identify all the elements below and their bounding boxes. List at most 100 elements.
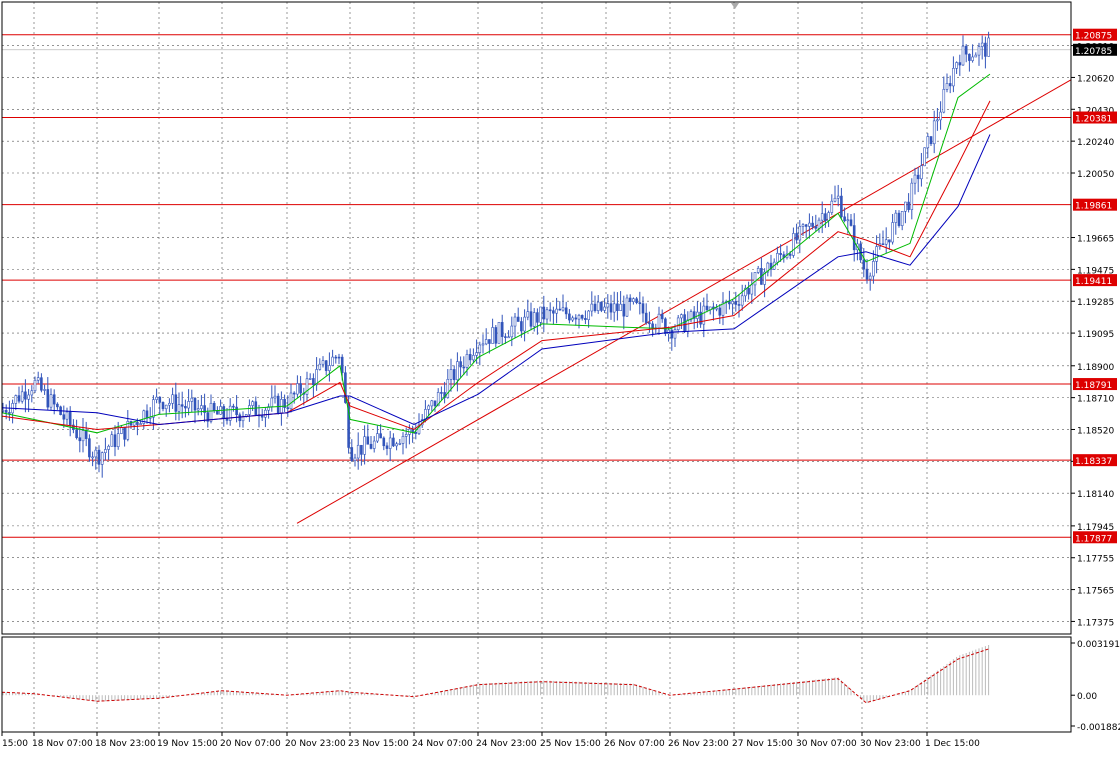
candle-body bbox=[78, 437, 82, 442]
candle-body bbox=[939, 111, 942, 121]
candle-body bbox=[113, 434, 117, 448]
candle-body bbox=[587, 310, 590, 320]
candle-body bbox=[494, 327, 498, 344]
candle-body bbox=[299, 383, 302, 394]
time-tick-label: 30 Nov 07:00 bbox=[796, 739, 857, 749]
candle-body bbox=[964, 45, 968, 55]
candle-body bbox=[27, 394, 30, 400]
candle-body bbox=[955, 62, 958, 69]
candle-body bbox=[942, 89, 946, 113]
candle-body bbox=[433, 400, 437, 407]
candle-body bbox=[590, 303, 594, 312]
candle-body bbox=[276, 395, 280, 414]
candle-body bbox=[507, 336, 510, 339]
candle-body bbox=[971, 56, 974, 61]
time-tick-label: 20 Nov 07:00 bbox=[220, 739, 281, 749]
candle-body bbox=[804, 224, 808, 227]
candle-body bbox=[628, 297, 632, 302]
candle-body bbox=[606, 303, 610, 308]
candle-body bbox=[331, 356, 334, 366]
oscillator-panel: 0.003191 0.00 -0.001882 bbox=[1, 640, 1120, 733]
candle-body bbox=[488, 339, 491, 344]
price-tick-label: 1.20050 bbox=[1077, 170, 1114, 180]
candle-body bbox=[52, 394, 56, 405]
time-tick-label: 25 Nov 15:00 bbox=[540, 739, 601, 749]
candle-body bbox=[484, 339, 488, 345]
candle-body bbox=[776, 253, 779, 263]
candle-body bbox=[116, 433, 120, 448]
candle-body bbox=[907, 201, 910, 210]
candle-body bbox=[481, 343, 485, 346]
candle-body bbox=[705, 305, 709, 311]
candle-body bbox=[120, 426, 123, 434]
candle-body bbox=[881, 243, 885, 246]
candle-body bbox=[808, 222, 811, 227]
candle-body bbox=[222, 406, 226, 419]
candle-body bbox=[632, 298, 635, 302]
candle-body bbox=[827, 212, 830, 221]
candle-body bbox=[747, 287, 750, 295]
candle-body bbox=[436, 392, 440, 407]
candle-body bbox=[891, 222, 894, 243]
candle-body bbox=[580, 315, 584, 319]
level-label: 1.18791 bbox=[1075, 381, 1112, 391]
candle-body bbox=[763, 271, 766, 285]
candle-body bbox=[520, 321, 523, 332]
candle-body bbox=[360, 444, 363, 455]
candle-body bbox=[635, 298, 638, 303]
candle-body bbox=[68, 411, 72, 426]
candle-body bbox=[974, 54, 978, 58]
candle-body bbox=[568, 313, 571, 321]
candle-body bbox=[171, 394, 174, 404]
time-tick-label: 19 Nov 15:00 bbox=[157, 739, 218, 749]
price-tick-label: 1.18710 bbox=[1077, 395, 1114, 405]
candle-body bbox=[379, 433, 382, 439]
candle-body bbox=[660, 313, 664, 320]
candle-body bbox=[100, 452, 104, 465]
horizontal-levels[interactable] bbox=[2, 34, 1071, 538]
candle-body bbox=[980, 42, 984, 47]
candle-body bbox=[334, 356, 338, 359]
candle-body bbox=[65, 411, 69, 420]
candle-body bbox=[340, 356, 344, 374]
candle-body bbox=[62, 414, 66, 420]
candle-body bbox=[728, 301, 731, 305]
chart-frame bbox=[1, 1, 1072, 733]
candle-body bbox=[932, 120, 936, 145]
candle-body bbox=[472, 355, 475, 361]
level-label: 1.20875 bbox=[1075, 32, 1112, 42]
candle-body bbox=[289, 392, 293, 410]
level-label-bg bbox=[1073, 28, 1117, 41]
price-labels: 1.20875 1.20381 1.19861 1.19411 1.18791 1.183… bbox=[1073, 28, 1117, 544]
candle-body bbox=[574, 317, 578, 320]
candle-body bbox=[513, 316, 517, 327]
oscillator-panel-border bbox=[1, 636, 1072, 733]
time-tick-label: 18 Nov 07:00 bbox=[32, 739, 93, 749]
level-label: 1.20381 bbox=[1075, 115, 1112, 125]
candle-body bbox=[769, 262, 773, 270]
candle-body bbox=[97, 449, 101, 465]
candle-body bbox=[644, 312, 648, 323]
candle-body bbox=[814, 226, 818, 229]
candle-body bbox=[155, 396, 158, 400]
candle-body bbox=[552, 310, 555, 314]
candle-body bbox=[369, 443, 373, 449]
candle-body bbox=[449, 369, 453, 380]
candle-body bbox=[388, 437, 392, 449]
candle-body bbox=[673, 329, 677, 339]
candle-body bbox=[427, 405, 430, 410]
candle-body bbox=[372, 440, 376, 449]
candle-body bbox=[17, 395, 21, 402]
candle-body bbox=[910, 182, 914, 210]
candle-body bbox=[452, 369, 456, 381]
candle-body bbox=[545, 309, 549, 320]
level-label-bg bbox=[1073, 274, 1117, 287]
candle-body bbox=[270, 397, 274, 407]
candle-body bbox=[33, 379, 37, 392]
candle-body bbox=[516, 316, 520, 322]
trendline[interactable] bbox=[296, 79, 1072, 524]
candle-body bbox=[88, 438, 91, 458]
candle-body bbox=[737, 304, 741, 306]
